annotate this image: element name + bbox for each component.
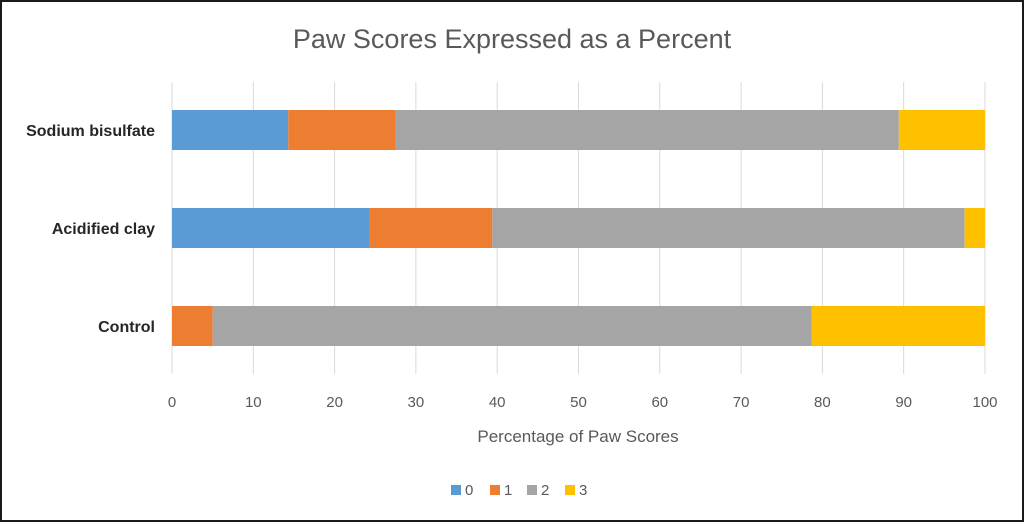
bar-segment-score-2: [212, 306, 812, 346]
bar-segment-score-1: [172, 306, 213, 346]
x-tick-label: 30: [408, 394, 425, 411]
bar-segment-score-0: [172, 208, 370, 248]
bar-segment-score-0: [172, 110, 289, 150]
x-tick-label: 70: [733, 394, 750, 411]
legend-label: 0: [465, 482, 473, 499]
x-axis-label: Percentage of Paw Scores: [477, 427, 678, 446]
chart-title: Paw Scores Expressed as a Percent: [293, 24, 732, 54]
legend: 0 1 2 3: [451, 482, 587, 499]
x-tick-label: 40: [489, 394, 506, 411]
x-tick-labels: 0 10 20 30 40 50 60 70 80 90 100: [168, 394, 998, 411]
legend-label: 3: [579, 482, 587, 499]
x-tick-label: 90: [895, 394, 912, 411]
x-tick-label: 60: [651, 394, 668, 411]
bar-segment-score-1: [369, 208, 493, 248]
bar-segment-score-2: [492, 208, 965, 248]
bar-segment-score-3: [811, 306, 985, 346]
x-tick-label: 10: [245, 394, 262, 411]
legend-label: 2: [541, 482, 549, 499]
legend-swatch-1: [490, 485, 500, 495]
bar-segment-score-1: [288, 110, 396, 150]
category-label: Control: [98, 319, 155, 336]
x-tick-label: 20: [326, 394, 343, 411]
legend-swatch-3: [565, 485, 575, 495]
bar-segment-score-3: [898, 110, 985, 150]
legend-label: 1: [504, 482, 512, 499]
category-labels: Sodium bisulfate Acidified clay Control: [26, 123, 155, 336]
bar-segment-score-3: [964, 208, 985, 248]
x-tick-label: 50: [570, 394, 587, 411]
category-label: Sodium bisulfate: [26, 123, 155, 140]
x-tick-label: 0: [168, 394, 176, 411]
legend-swatch-0: [451, 485, 461, 495]
category-label: Acidified clay: [52, 221, 155, 238]
x-tick-label: 100: [972, 394, 997, 411]
bar-segment-score-2: [395, 110, 899, 150]
x-tick-label: 80: [814, 394, 831, 411]
legend-swatch-2: [527, 485, 537, 495]
bars: [172, 110, 985, 346]
